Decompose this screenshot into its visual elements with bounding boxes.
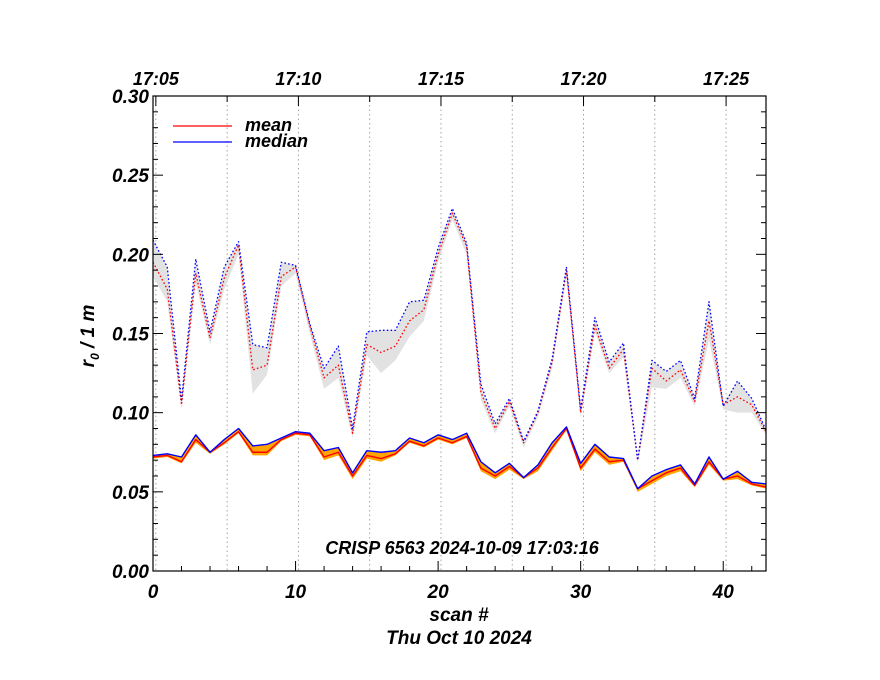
series-mean-upper [152, 212, 767, 461]
top-time-labels: 17:05 17:10 17:15 17:20 17:25 [133, 69, 750, 89]
time-gridlines [155, 96, 727, 571]
y-tick-label-6: 0.30 [112, 87, 149, 108]
band-upper [153, 208, 766, 464]
axis-ticks [152, 95, 766, 572]
top-time-label-4: 17:25 [703, 69, 750, 89]
y-axis-label-unit: / 1 m [78, 305, 99, 354]
x-tick-label-0: 0 [148, 582, 159, 603]
legend-median-label: median [245, 131, 308, 151]
y-tick-label-5: 0.25 [112, 166, 149, 187]
top-time-label-3: 17:20 [561, 69, 607, 89]
x-tick-label-1: 10 [285, 582, 307, 603]
top-time-label-2: 17:15 [418, 69, 465, 89]
series-median-lower [152, 426, 767, 490]
legend-mean-label: mean [245, 115, 292, 135]
spread-bands [153, 208, 766, 492]
top-time-label-0: 17:05 [133, 69, 180, 89]
x-axis-label: scan # [429, 605, 489, 626]
chart-annotation: CRISP 6563 2024-10-09 17:03:16 [325, 538, 600, 558]
y-axis-label: r0 / 1 m [78, 305, 102, 368]
series-lines [152, 207, 767, 490]
y-tick-label-3: 0.15 [112, 325, 149, 346]
y-axis-label-subscript: 0 [88, 353, 102, 360]
x-axis-date-label: Thu Oct 10 2024 [386, 628, 532, 649]
x-tick-label-3: 30 [570, 582, 592, 603]
x-tick-labels: 0 10 20 30 40 [148, 582, 735, 603]
y-axis-label-main: r [78, 358, 99, 367]
legend: mean median [173, 115, 308, 151]
y-tick-label-0: 0.00 [112, 562, 149, 583]
x-tick-label-4: 40 [712, 582, 735, 603]
y-tick-label-1: 0.05 [112, 483, 149, 504]
y-tick-label-2: 0.10 [112, 404, 149, 425]
series-median-upper [152, 207, 767, 461]
plot-frame [152, 95, 767, 572]
y-tick-labels: 0.00 0.05 0.10 0.15 0.20 0.25 0.30 [112, 87, 149, 583]
series-mean-lower [152, 427, 767, 490]
top-time-label-1: 17:10 [275, 69, 321, 89]
x-tick-label-2: 20 [427, 582, 450, 603]
y-tick-label-4: 0.20 [112, 245, 149, 266]
